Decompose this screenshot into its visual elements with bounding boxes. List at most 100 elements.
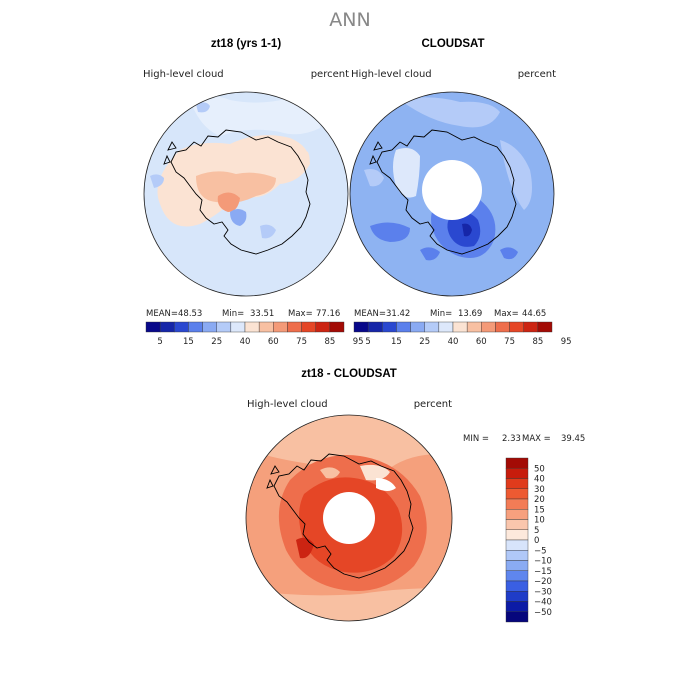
colorbar-model: 5 15 25 40 60 75 85 95 <box>145 321 364 347</box>
colorbar-swatch <box>505 560 529 571</box>
panel-model: zt18 (yrs 1-1) High-level cloud percent … <box>143 38 364 347</box>
colorbar-swatch <box>382 321 397 333</box>
colorbar-tick-label: 5 <box>365 337 370 347</box>
colorbar-swatch <box>159 321 175 333</box>
colorbar-swatch <box>367 321 383 333</box>
colorbar-tick-label: −10 <box>534 557 552 567</box>
colorbar-tick-label: −15 <box>534 567 552 577</box>
colorbar-swatch <box>505 519 529 530</box>
stat-max-label: Max= <box>288 309 313 319</box>
colorbar-tick-label: 95 <box>353 337 364 347</box>
map-boundary <box>143 91 349 297</box>
stat-mean-value: 31.42 <box>386 309 410 319</box>
colorbar-tick-label: 15 <box>183 337 194 347</box>
stat-min-value: 13.69 <box>458 309 482 319</box>
colorbar-tick-label: 60 <box>268 337 279 347</box>
stat-mean-label: MEAN= <box>146 309 178 319</box>
colorbar-tick-label: −50 <box>534 608 552 618</box>
colorbar-swatch <box>174 321 189 333</box>
panel-units-label: percent <box>311 69 349 80</box>
colorbar-swatch <box>329 321 345 333</box>
colorbar-observation: 5 15 25 40 60 75 85 95 <box>353 321 572 347</box>
colorbar-tick-label: −20 <box>534 577 552 587</box>
stat-mean-value: 48.53 <box>178 309 202 319</box>
colorbar-tick-label: 10 <box>534 516 545 526</box>
panel-units-label: percent <box>518 69 556 80</box>
colorbar-tick-label: 75 <box>296 337 307 347</box>
colorbar-swatch <box>505 539 529 551</box>
colorbar-swatch <box>244 321 260 333</box>
map-field <box>144 92 348 296</box>
colorbar-tick-label: 95 <box>561 337 572 347</box>
map-boundary <box>349 91 555 297</box>
colorbar-tick-label: 5 <box>157 337 162 347</box>
colorbar-swatch <box>410 321 425 333</box>
panel-variable-label: High-level cloud <box>143 69 224 80</box>
colorbar-swatch <box>273 321 288 333</box>
colorbar-swatch <box>505 580 529 592</box>
stat-min-value: 33.51 <box>250 309 274 319</box>
colorbar-tick-label: 15 <box>391 337 402 347</box>
colorbar-tick-label: 40 <box>448 337 459 347</box>
stat-max-value: 39.45 <box>561 434 585 444</box>
colorbar-swatch <box>505 570 529 582</box>
colorbar-swatch <box>466 321 482 333</box>
colorbar-swatch <box>315 321 331 333</box>
map-boundary <box>245 414 453 622</box>
colorbar-swatch <box>505 550 529 561</box>
figure-title: ANN <box>329 9 370 31</box>
colorbar-tick-label: 75 <box>504 337 515 347</box>
pole-hole <box>422 160 482 220</box>
colorbar-swatch <box>509 321 524 333</box>
stat-min-value: 2.33 <box>502 434 521 444</box>
colorbar-swatch <box>301 321 316 333</box>
colorbar-tick-label: 0 <box>534 536 539 546</box>
colorbar-tick-label: 40 <box>534 475 545 485</box>
map-field <box>350 92 554 296</box>
colorbar-swatch <box>523 321 539 333</box>
colorbar-tick-label: 85 <box>532 337 543 347</box>
colorbar-swatch <box>505 488 529 500</box>
panel-observation: CLOUDSAT High-level cloud percent MEAN= … <box>349 38 572 347</box>
colorbar-swatch <box>452 321 468 333</box>
colorbar-swatch <box>505 509 529 520</box>
panel-title: zt18 (yrs 1-1) <box>211 38 281 50</box>
colorbar-swatch <box>353 321 369 333</box>
colorbar-swatch <box>537 321 553 333</box>
colorbar-tick-label: 30 <box>534 485 545 495</box>
map-field <box>246 415 452 621</box>
colorbar-swatch <box>424 321 440 333</box>
colorbar-tick-label: 85 <box>324 337 335 347</box>
colorbar-swatch <box>505 478 529 489</box>
colorbar-swatch <box>495 321 510 333</box>
panel-title: zt18 - CLOUDSAT <box>301 368 397 380</box>
colorbar-swatch <box>202 321 217 333</box>
colorbar-swatch <box>505 611 529 623</box>
colorbar-swatch <box>505 529 529 541</box>
colorbar-tick-label: 15 <box>534 505 545 515</box>
panel-title: CLOUDSAT <box>421 38 484 50</box>
colorbar-swatch <box>438 321 454 333</box>
colorbar-tick-label: −5 <box>534 546 547 556</box>
colorbar-tick-label: 20 <box>534 495 545 505</box>
colorbar-tick-label: 25 <box>211 337 222 347</box>
stat-max-label: Max= <box>494 309 519 319</box>
stat-min-label: Min= <box>430 309 452 319</box>
colorbar-swatch <box>505 591 529 602</box>
colorbar-tick-label: 50 <box>534 464 545 474</box>
colorbar-swatch <box>188 321 203 333</box>
colorbar-swatch <box>216 321 232 333</box>
colorbar-tick-label: −40 <box>534 598 552 608</box>
colorbar-swatch <box>505 457 529 469</box>
colorbar-swatch <box>505 498 529 510</box>
panel-units-label: percent <box>414 399 452 410</box>
stat-max-value: 44.65 <box>522 309 546 319</box>
colorbar-swatch <box>481 321 496 333</box>
colorbar-swatch <box>258 321 274 333</box>
panel-difference: zt18 - CLOUDSAT High-level cloud percent… <box>245 368 585 623</box>
colorbar-swatch <box>396 321 411 333</box>
stat-min-label: Min= <box>222 309 244 319</box>
stat-max-label: MAX = <box>522 434 551 444</box>
